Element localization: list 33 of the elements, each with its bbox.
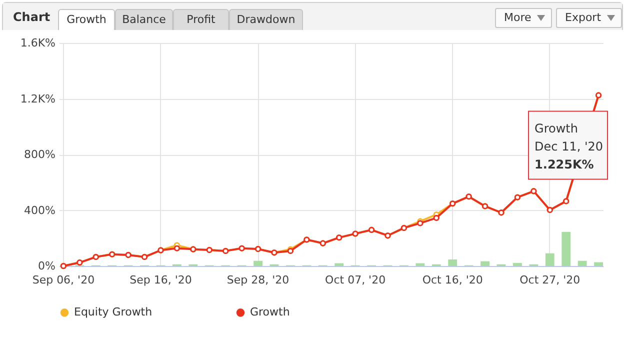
x-tick-label: Sep 16, '20 — [130, 274, 192, 286]
bar — [594, 262, 603, 266]
y-tick-label: 400% — [24, 204, 56, 217]
bar — [562, 232, 571, 266]
y-tick-label: 1.2K% — [20, 92, 56, 106]
y-tick-label: 1.6K% — [20, 36, 56, 50]
x-tick-label: Oct 16, '20 — [422, 274, 483, 286]
text: Growth — [58, 9, 115, 30]
legend-label: Equity Growth — [74, 306, 152, 319]
chart-title: Chart — [13, 10, 50, 24]
point — [174, 245, 180, 252]
annotation: Growth Dec 11, '20 1.225K% — [534, 121, 604, 172]
x-tick-label: Sep 06, '20 — [32, 274, 95, 286]
bar — [545, 253, 554, 266]
y-tick-label: 800% — [24, 148, 56, 161]
bar — [513, 262, 522, 266]
y-tick-label: 0% — [38, 260, 56, 272]
x-tick-label: Oct 07, '20 — [325, 274, 386, 286]
text: Drawdown — [229, 9, 303, 30]
text: Export — [556, 8, 622, 28]
text: Balance — [115, 9, 173, 30]
x-tick-label: Oct 27, '20 — [520, 274, 580, 286]
bar — [480, 261, 490, 266]
bar — [334, 263, 344, 266]
text: More — [495, 8, 552, 28]
point — [433, 214, 440, 222]
bar — [578, 260, 587, 266]
bar — [416, 263, 425, 266]
bar — [448, 259, 458, 266]
bar — [254, 260, 262, 266]
x-tick-label: Sep 28, '20 — [226, 274, 290, 286]
text: Profit — [173, 9, 229, 30]
legend-label: Growth — [250, 306, 290, 319]
